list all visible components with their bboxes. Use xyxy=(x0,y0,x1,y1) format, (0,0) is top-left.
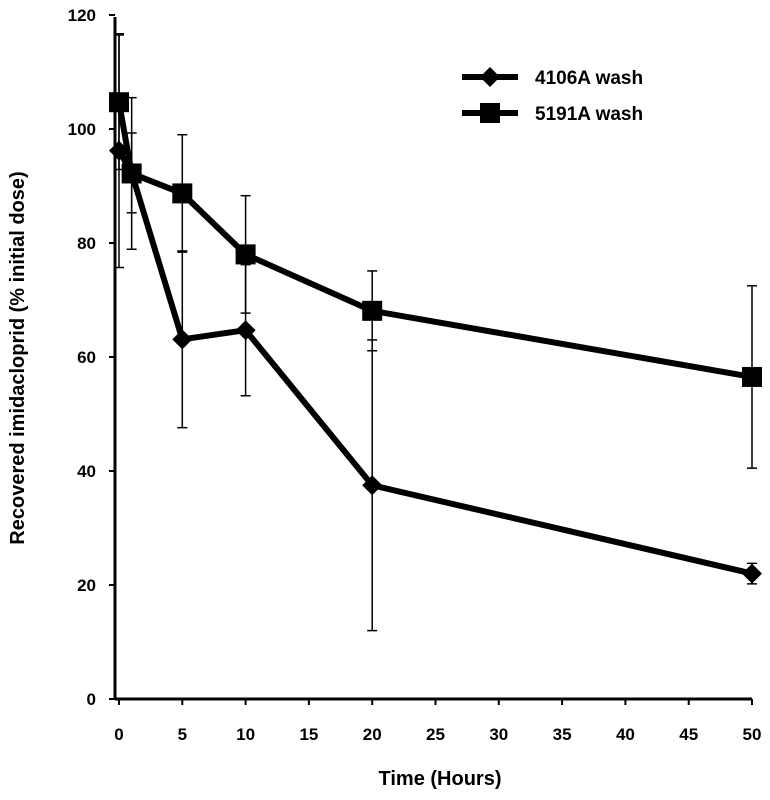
x-tick-label: 0 xyxy=(114,725,123,744)
data-point-marker xyxy=(362,475,383,496)
x-tick-label: 25 xyxy=(426,725,445,744)
legend-marker xyxy=(480,103,500,123)
x-tick-label: 30 xyxy=(489,725,508,744)
data-point-marker xyxy=(121,163,142,184)
y-tick-label: 20 xyxy=(77,576,96,595)
x-axis-ticks: 0 5 10 15 20 25 30 35 40 45 50 xyxy=(114,699,761,744)
x-tick-label: 35 xyxy=(553,725,572,744)
x-tick-label: 45 xyxy=(679,725,698,744)
data-point-marker xyxy=(172,183,193,204)
y-tick-label: 60 xyxy=(77,348,96,367)
data-point-marker xyxy=(235,320,256,341)
series-layer xyxy=(109,33,762,632)
y-tick-label: 120 xyxy=(68,6,96,25)
data-point-marker xyxy=(362,300,383,321)
series-0 xyxy=(109,33,762,632)
legend-marker xyxy=(480,67,500,87)
y-axis-ticks: 0 20 40 60 80 100 120 xyxy=(68,6,115,709)
data-point-marker xyxy=(109,92,129,113)
y-tick-label: 80 xyxy=(77,234,96,253)
x-tick-label: 5 xyxy=(178,725,187,744)
y-tick-label: 0 xyxy=(87,690,96,709)
x-tick-label: 40 xyxy=(616,725,635,744)
x-tick-label: 15 xyxy=(299,725,318,744)
legend-item: 5191A wash xyxy=(462,103,643,125)
legend-item: 4106A wash xyxy=(462,67,643,89)
series-line xyxy=(116,101,753,380)
x-tick-label: 10 xyxy=(236,725,255,744)
x-tick-label: 20 xyxy=(363,725,382,744)
legend: 4106A wash 5191A wash xyxy=(462,67,643,125)
legend-label: 5191A wash xyxy=(535,104,643,125)
legend-label: 4106A wash xyxy=(535,68,643,89)
y-tick-label: 40 xyxy=(77,462,96,481)
series-1 xyxy=(109,34,762,469)
y-axis-title: Recovered imidacloprid (% initial dose) xyxy=(7,171,29,544)
y-tick-label: 100 xyxy=(68,120,96,139)
x-axis-title: Time (Hours) xyxy=(379,768,502,790)
data-point-marker xyxy=(235,244,256,265)
x-tick-label: 50 xyxy=(743,725,762,744)
data-point-marker xyxy=(742,563,762,584)
data-point-marker xyxy=(172,329,193,350)
data-point-marker xyxy=(742,366,762,387)
